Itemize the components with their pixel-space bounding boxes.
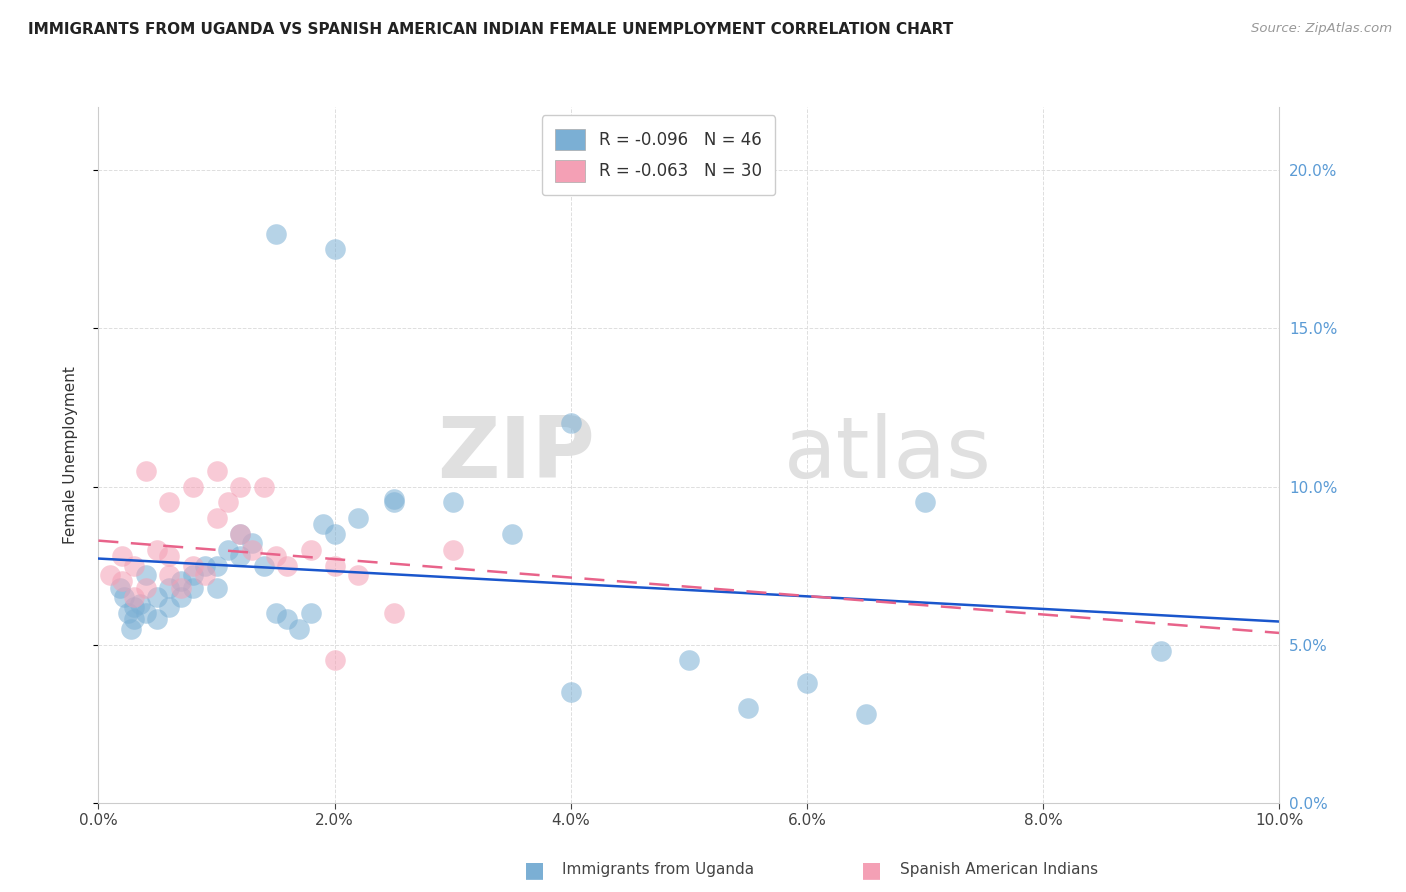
Point: [441, 495, 464, 509]
Point: [678, 653, 700, 667]
Point: [181, 581, 204, 595]
Point: [347, 568, 370, 582]
Point: [122, 558, 145, 573]
Point: [312, 517, 335, 532]
Point: [276, 558, 298, 573]
Point: [205, 464, 228, 478]
Point: [146, 612, 169, 626]
Point: [382, 495, 405, 509]
Point: [299, 542, 322, 557]
Point: [253, 479, 276, 493]
Text: ■: ■: [524, 860, 544, 880]
Text: Immigrants from Uganda: Immigrants from Uganda: [562, 863, 755, 877]
Point: [253, 558, 276, 573]
Point: [229, 527, 252, 541]
Point: [181, 568, 204, 582]
Point: [560, 685, 582, 699]
Point: [170, 591, 193, 605]
Point: [288, 622, 311, 636]
Point: [217, 542, 239, 557]
Point: [135, 581, 157, 595]
Point: [157, 495, 180, 509]
Point: [146, 542, 169, 557]
Point: [1150, 644, 1173, 658]
Point: [205, 558, 228, 573]
Point: [229, 527, 252, 541]
Point: [240, 542, 263, 557]
Point: [796, 675, 818, 690]
Point: [121, 622, 143, 636]
Point: [323, 558, 346, 573]
Point: [855, 707, 877, 722]
Point: [264, 606, 287, 620]
Point: [98, 568, 121, 582]
Point: [117, 606, 139, 620]
Point: [347, 511, 370, 525]
Point: [122, 591, 145, 605]
Point: [157, 549, 180, 563]
Point: [240, 536, 263, 550]
Point: [299, 606, 322, 620]
Point: [111, 574, 134, 589]
Point: [170, 581, 193, 595]
Point: [181, 479, 204, 493]
Point: [560, 417, 582, 431]
Point: [181, 558, 204, 573]
Point: [914, 495, 936, 509]
Point: [264, 227, 287, 241]
Point: [135, 568, 157, 582]
Point: [205, 581, 228, 595]
Text: Spanish American Indians: Spanish American Indians: [900, 863, 1098, 877]
Point: [229, 549, 252, 563]
Text: atlas: atlas: [783, 413, 991, 497]
Y-axis label: Female Unemployment: Female Unemployment: [63, 366, 77, 544]
Text: ■: ■: [862, 860, 882, 880]
Text: IMMIGRANTS FROM UGANDA VS SPANISH AMERICAN INDIAN FEMALE UNEMPLOYMENT CORRELATIO: IMMIGRANTS FROM UGANDA VS SPANISH AMERIC…: [28, 22, 953, 37]
Point: [122, 599, 145, 614]
Point: [229, 479, 252, 493]
Point: [157, 568, 180, 582]
Point: [276, 612, 298, 626]
Point: [108, 581, 131, 595]
Point: [441, 542, 464, 557]
Point: [170, 574, 193, 589]
Point: [146, 591, 169, 605]
Point: [194, 558, 217, 573]
Point: [382, 606, 405, 620]
Legend: R = -0.096   N = 46, R = -0.063   N = 30: R = -0.096 N = 46, R = -0.063 N = 30: [543, 115, 775, 194]
Point: [112, 591, 135, 605]
Point: [323, 653, 346, 667]
Point: [135, 464, 157, 478]
Point: [135, 606, 157, 620]
Point: [111, 549, 134, 563]
Text: Source: ZipAtlas.com: Source: ZipAtlas.com: [1251, 22, 1392, 36]
Point: [501, 527, 523, 541]
Point: [157, 599, 180, 614]
Point: [264, 549, 287, 563]
Point: [323, 527, 346, 541]
Point: [737, 701, 759, 715]
Point: [382, 492, 405, 507]
Point: [157, 581, 180, 595]
Point: [194, 568, 217, 582]
Point: [205, 511, 228, 525]
Point: [122, 612, 145, 626]
Point: [217, 495, 239, 509]
Point: [128, 597, 150, 611]
Text: ZIP: ZIP: [437, 413, 595, 497]
Point: [323, 243, 346, 257]
